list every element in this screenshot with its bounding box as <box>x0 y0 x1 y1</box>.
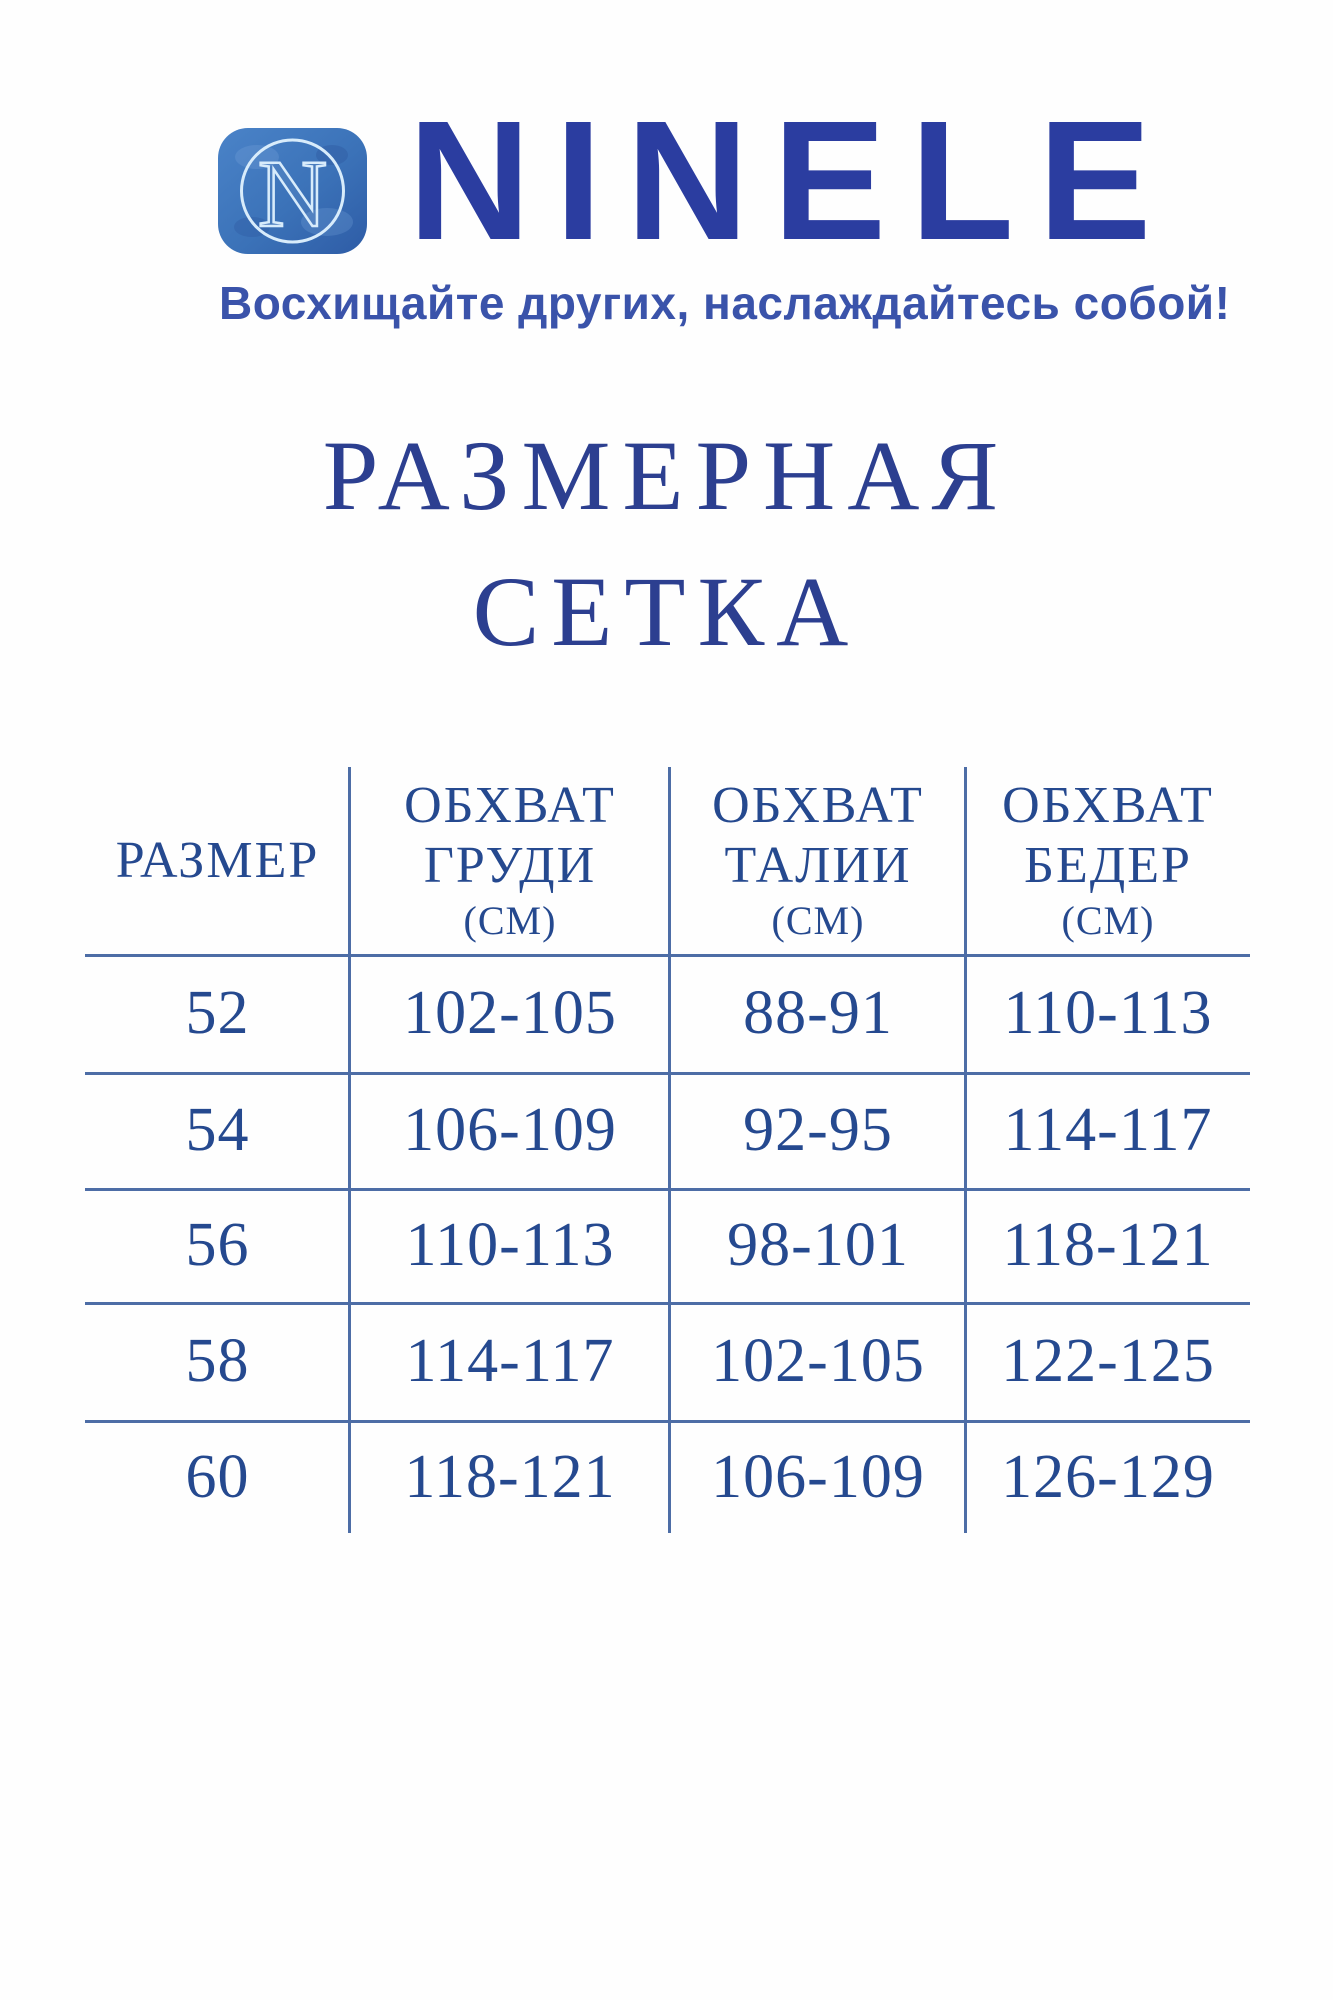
waist-cell: 98-101 <box>727 1211 909 1279</box>
chest-cell: 106-109 <box>403 1096 617 1164</box>
waist-cell: 92-95 <box>743 1096 893 1164</box>
column-header-waist: ОБХВАТ ТАЛИИ (СМ) <box>670 767 966 954</box>
column-header-hips-line2: БЕДЕР <box>1024 836 1192 894</box>
column-divider-3 <box>964 767 967 1533</box>
page-title-line1: РАЗМЕРНАЯ <box>322 420 1011 531</box>
logo-circle-outline <box>240 138 345 244</box>
size-cell: 54 <box>185 1096 250 1164</box>
hips-cell: 118-121 <box>1002 1211 1214 1279</box>
chest-cell: 102-105 <box>403 979 617 1047</box>
page-title-line2: СЕТКА <box>472 556 861 667</box>
chest-cell: 110-113 <box>405 1211 615 1279</box>
column-divider-2 <box>668 767 671 1533</box>
brand-logo-icon: N <box>218 128 367 254</box>
row-divider-1 <box>85 1072 1250 1075</box>
column-header-hips-unit: (СМ) <box>1061 897 1155 943</box>
size-table: РАЗМЕР ОБХВАТ ГРУДИ (СМ) ОБХВАТ ТАЛИИ (С… <box>85 767 1250 1533</box>
waist-cell: 88-91 <box>743 979 893 1047</box>
logo-icon-background <box>218 128 367 254</box>
row-divider-4 <box>85 1420 1250 1423</box>
n-monogram-icon: N <box>258 140 327 247</box>
column-header-chest: ОБХВАТ ГРУДИ (СМ) <box>350 767 670 954</box>
column-header-chest-unit: (СМ) <box>463 897 557 943</box>
column-header-size: РАЗМЕР <box>85 767 350 954</box>
column-header-size-label: РАЗМЕР <box>115 831 320 889</box>
size-table-grid: РАЗМЕР ОБХВАТ ГРУДИ (СМ) ОБХВАТ ТАЛИИ (С… <box>85 767 1250 1533</box>
size-cell: 52 <box>185 979 250 1047</box>
hips-cell: 114-117 <box>1003 1096 1213 1164</box>
row-divider-header <box>85 954 1250 957</box>
size-cell: 56 <box>185 1211 250 1279</box>
chest-cell: 114-117 <box>405 1327 615 1395</box>
waist-cell: 106-109 <box>711 1442 925 1511</box>
row-divider-2 <box>85 1188 1250 1191</box>
hips-cell: 110-113 <box>1003 979 1213 1047</box>
size-cell: 60 <box>185 1442 250 1511</box>
column-header-waist-unit: (СМ) <box>771 897 865 943</box>
page-title: РАЗМЕРНАЯ СЕТКА <box>0 408 1333 680</box>
column-header-hips: ОБХВАТ БЕДЕР (СМ) <box>966 767 1250 954</box>
hips-cell: 126-129 <box>1001 1442 1215 1511</box>
column-header-chest-line1: ОБХВАТ <box>404 776 616 834</box>
row-divider-3 <box>85 1302 1250 1305</box>
waist-cell: 102-105 <box>711 1327 925 1395</box>
column-divider-1 <box>348 767 351 1533</box>
brand-wordmark: NINELE <box>408 86 1176 276</box>
brand-tagline: Восхищайте других, наслаждайтесь собой! <box>219 277 1231 329</box>
column-header-chest-line2: ГРУДИ <box>423 836 597 894</box>
column-header-waist-line2: ТАЛИИ <box>724 836 912 894</box>
hips-cell: 122-125 <box>1001 1327 1215 1395</box>
column-header-hips-line1: ОБХВАТ <box>1002 776 1214 834</box>
chest-cell: 118-121 <box>404 1442 616 1511</box>
size-cell: 58 <box>185 1327 250 1395</box>
column-header-waist-line1: ОБХВАТ <box>712 776 924 834</box>
